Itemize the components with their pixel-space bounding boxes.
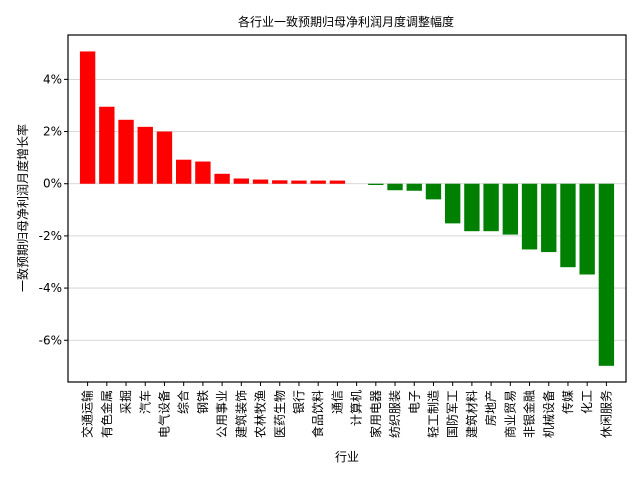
y-tick-label: -6% (39, 333, 62, 347)
x-tick-label: 医药生物 (273, 390, 287, 438)
bar-22 (502, 183, 519, 235)
x-tick-label: 通信 (330, 390, 344, 414)
x-tick-label: 机械设备 (541, 390, 556, 438)
bar-10 (272, 180, 288, 184)
x-tick-label: 家用电器 (368, 390, 383, 438)
bar-1 (99, 106, 115, 184)
y-axis-label: 一致预期归母净利润月度增长率 (15, 124, 30, 292)
x-tick-label: 传媒 (560, 390, 575, 414)
x-tick-label: 汽车 (137, 390, 152, 414)
bar-25 (560, 183, 576, 268)
plot-frame (67, 34, 627, 383)
y-tick-label: -2% (39, 229, 62, 243)
x-tick-label: 纺织服装 (388, 390, 402, 438)
bar-12 (310, 180, 326, 184)
bar-18 (425, 183, 442, 200)
bar-26 (579, 183, 595, 275)
x-tick-label: 有色金属 (99, 390, 114, 438)
bar-15 (368, 183, 384, 186)
bar-6 (195, 161, 211, 184)
x-axis-ticks: 交通运输 有色金属 采掘 汽车 电气设备 综合 钢铁 公用事业 建筑装饰 农林牧渔 医药生物 银行 食品… (80, 382, 613, 438)
x-tick-label: 综合 (176, 390, 191, 414)
bar-7 (214, 173, 230, 184)
bar-4 (156, 131, 173, 184)
bar-21 (483, 183, 499, 232)
bar-24 (541, 183, 557, 253)
x-tick-label: 房地产 (483, 390, 498, 426)
bar-8 (233, 178, 250, 184)
x-tick-label: 计算机 (349, 390, 364, 426)
x-tick-label: 公用事业 (215, 390, 229, 438)
x-tick-label: 商业贸易 (502, 390, 517, 438)
x-tick-label: 非银金融 (522, 390, 537, 438)
bar-16 (387, 183, 403, 191)
x-tick-label: 钢铁 (196, 390, 210, 414)
x-tick-label: 建筑装饰 (233, 390, 248, 438)
x-tick-label: 电气设备 (156, 390, 171, 438)
bar-2 (118, 119, 134, 184)
bar-0 (79, 51, 96, 184)
x-tick-label: 国防军工 (445, 390, 460, 438)
x-tick-label: 银行 (292, 390, 306, 414)
bar-13 (329, 180, 346, 184)
bar-17 (406, 183, 422, 191)
chart-title: 各行业一致预期归母净利润月度调整幅度 (238, 14, 454, 29)
bar-27 (598, 183, 615, 366)
y-tick-label: 4% (43, 72, 62, 86)
bar-23 (521, 183, 538, 250)
bar-3 (137, 126, 153, 184)
y-tick-label: 2% (43, 125, 62, 139)
bar-9 (252, 179, 269, 184)
bar-11 (291, 180, 307, 184)
bar-5 (175, 159, 192, 184)
x-tick-label: 食品饮料 (310, 390, 325, 438)
y-tick-label: 0% (43, 177, 62, 191)
x-tick-label: 农林牧渔 (254, 390, 268, 438)
bar-20 (464, 183, 480, 232)
x-tick-label: 采掘 (118, 390, 133, 414)
x-tick-label: 电子 (407, 390, 421, 414)
x-tick-label: 化工 (580, 390, 594, 414)
y-axis-ticks: -6% -4% -2% 0% 2% 4% (39, 72, 68, 347)
bar-19 (444, 183, 461, 224)
x-tick-label: 建筑材料 (464, 390, 479, 438)
bars (79, 51, 615, 366)
x-tick-label: 休闲服务 (598, 390, 613, 438)
x-tick-label: 交通运输 (80, 390, 95, 438)
x-tick-label: 轻工制造 (426, 390, 440, 438)
x-axis-label: 行业 (335, 450, 359, 464)
y-tick-label: -4% (39, 281, 62, 295)
